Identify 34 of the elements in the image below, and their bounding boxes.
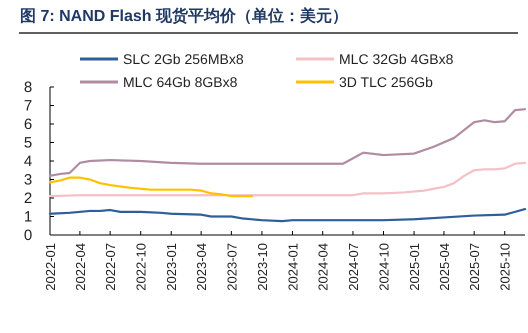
legend-label: SLC 2Gb 256MBx8: [123, 51, 244, 67]
x-tick-label: 2024-10: [376, 243, 392, 291]
x-tick-label: 2024-07: [346, 243, 361, 291]
x-tick-label: 2022-10: [134, 243, 149, 291]
y-tick-label: 3: [24, 172, 32, 188]
x-tick-label: 2023-04: [194, 243, 210, 291]
legend-label: 3D TLC 256Gb: [339, 74, 434, 90]
x-tick-label: 2022-04: [72, 243, 88, 291]
y-tick-label: 5: [24, 134, 32, 152]
y-tick-label: 0: [24, 227, 32, 244]
chart-title: 图 7: NAND Flash 现货平均价（单位：美元）: [20, 6, 348, 25]
y-tick-label: 4: [24, 153, 32, 170]
x-tick-label: 2025-10: [498, 243, 513, 291]
x-tick-label: 2025-07: [467, 243, 482, 291]
x-tick-label: 2022-07: [103, 243, 118, 291]
x-tick-label: 2024-04: [316, 243, 331, 291]
x-tick-label: 2025-04: [436, 243, 452, 291]
x-tick-label: 2025-01: [407, 243, 422, 291]
y-tick-label: 2: [24, 190, 32, 207]
line-series: [48, 208, 526, 222]
legend-label: MLC 64Gb 8GBx8: [123, 74, 238, 90]
x-tick-label: 2023-07: [224, 243, 240, 291]
y-tick-label: 6: [24, 116, 32, 133]
y-tick-label: 8: [24, 79, 32, 96]
line-series: [48, 176, 254, 198]
x-tick-label: 2022-01: [43, 243, 58, 291]
x-tick-label: 2024-01: [285, 243, 300, 291]
y-tick-label: 7: [24, 98, 32, 114]
legend-label: MLC 32Gb 4GBx8: [339, 51, 454, 67]
x-tick-label: 2023-01: [164, 243, 180, 291]
line-series: [48, 108, 526, 177]
x-tick-label: 2023-10: [254, 243, 270, 291]
y-tick-label: 1: [24, 208, 32, 226]
line-series: [48, 162, 526, 198]
